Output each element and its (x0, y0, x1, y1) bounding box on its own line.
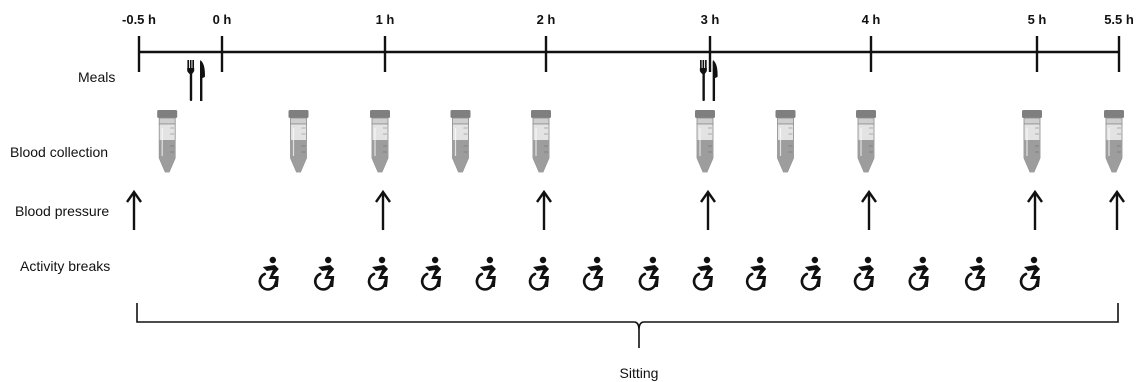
row-label-activity-breaks: Activity breaks (20, 258, 110, 274)
sitting-label: Sitting (620, 365, 659, 381)
tick-label: 0 h (213, 12, 232, 27)
fork-knife-icon (699, 60, 718, 101)
tick-label: 5.5 h (1104, 12, 1134, 27)
accessible-activity-icon (367, 255, 390, 291)
timeline-axis (137, 36, 1121, 72)
blood-collection-row (156, 109, 1125, 173)
accessible-activity-icon (800, 255, 823, 291)
accessible-activity-icon (908, 255, 931, 291)
accessible-activity-icon (853, 255, 876, 291)
tick-label: 5 h (1028, 12, 1047, 27)
blood-tube-icon (287, 109, 310, 173)
blood-pressure-row (125, 190, 1126, 232)
accessible-activity-icon (313, 255, 336, 291)
tick-label: 4 h (862, 12, 881, 27)
up-arrow-icon (860, 190, 878, 232)
row-label-blood-collection: Blood collection (10, 144, 108, 160)
blood-tube-icon (449, 109, 472, 173)
accessible-activity-icon (420, 255, 443, 291)
up-arrow-icon (125, 190, 143, 232)
up-arrow-icon (1026, 190, 1044, 232)
accessible-activity-icon (528, 255, 551, 291)
accessible-activity-icon (1019, 255, 1042, 291)
row-label-meals: Meals (78, 69, 115, 85)
blood-tube-icon (694, 109, 716, 173)
blood-tube-icon (1021, 109, 1043, 173)
blood-tube-icon (156, 109, 178, 173)
blood-tube-icon (369, 109, 391, 173)
up-arrow-icon (699, 190, 717, 232)
blood-tube-icon (855, 109, 877, 173)
activity-breaks-row (258, 255, 1042, 291)
accessible-activity-icon (745, 255, 768, 291)
accessible-activity-icon (475, 255, 498, 291)
tick-label: 2 h (537, 12, 556, 27)
blood-tube-icon (530, 109, 552, 173)
sitting-bracket (136, 303, 1119, 348)
up-arrow-icon (374, 190, 392, 232)
accessible-activity-icon (964, 255, 987, 291)
row-label-blood-pressure: Blood pressure (15, 203, 109, 219)
accessible-activity-icon (692, 255, 715, 291)
up-arrow-icon (1108, 190, 1126, 232)
accessible-activity-icon (638, 255, 661, 291)
fork-knife-icon (187, 60, 205, 101)
meals-row (187, 60, 718, 101)
tick-label: 3 h (701, 12, 720, 27)
tick-label: -0.5 h (122, 12, 156, 27)
timeline-tick-labels: -0.5 h 0 h 1 h 2 h 3 h 4 h 5 h 5.5 h (122, 12, 1134, 27)
accessible-activity-icon (582, 255, 605, 291)
accessible-activity-icon (258, 255, 281, 291)
tick-label: 1 h (376, 12, 395, 27)
blood-tube-icon (774, 109, 797, 173)
up-arrow-icon (535, 190, 553, 232)
blood-tube-icon (1103, 109, 1125, 173)
